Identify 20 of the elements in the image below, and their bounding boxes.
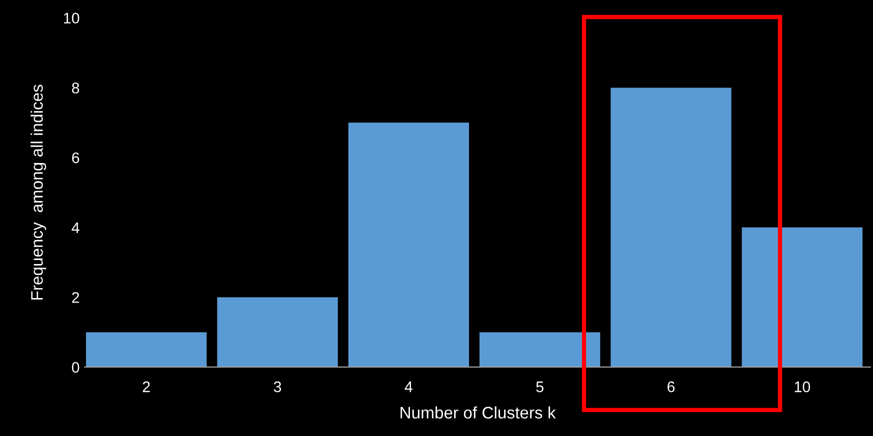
- y-tick-label: 8: [72, 82, 80, 94]
- bar: [480, 332, 600, 368]
- y-tick-label: 10: [64, 12, 80, 24]
- y-tick-label: 4: [72, 222, 80, 233]
- y-axis-title: Frequency among all indices: [30, 84, 46, 300]
- x-axis-title: Number of Clusters k: [400, 406, 556, 419]
- bar: [217, 297, 338, 368]
- bar: [86, 332, 207, 368]
- y-tick-label: 2: [72, 292, 80, 303]
- bar: [610, 88, 732, 368]
- x-tick-label: 5: [536, 382, 544, 392]
- y-tick-label: 0: [72, 362, 80, 373]
- x-tick-label: 10: [794, 381, 810, 392]
- bar: [348, 122, 470, 368]
- x-tick-label: 6: [668, 381, 675, 392]
- x-tick-label: 2: [142, 381, 150, 392]
- x-tick-label: 3: [274, 381, 282, 392]
- y-tick-label: 6: [72, 152, 80, 164]
- x-tick-label: 4: [404, 382, 412, 392]
- bar: [742, 227, 863, 368]
